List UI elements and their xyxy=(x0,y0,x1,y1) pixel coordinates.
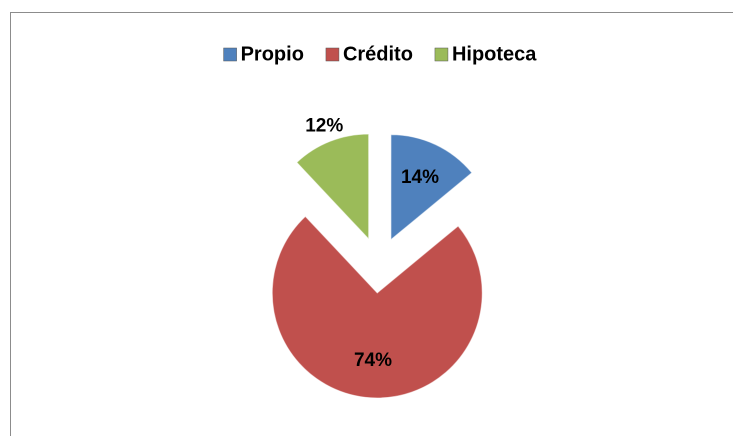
data-label: 74% xyxy=(354,350,392,371)
legend-label: Propio xyxy=(241,43,304,65)
legend-swatch xyxy=(223,47,237,62)
slice-shade xyxy=(390,134,472,240)
legend-label: Hipoteca xyxy=(452,43,537,65)
slice-shade xyxy=(296,133,369,239)
legend-swatch xyxy=(434,47,449,62)
legend-label: Crédito xyxy=(343,43,413,65)
slice-shade xyxy=(272,216,483,398)
legend-swatch xyxy=(325,47,340,62)
data-label: 12% xyxy=(305,116,343,137)
data-label: 14% xyxy=(401,167,439,188)
